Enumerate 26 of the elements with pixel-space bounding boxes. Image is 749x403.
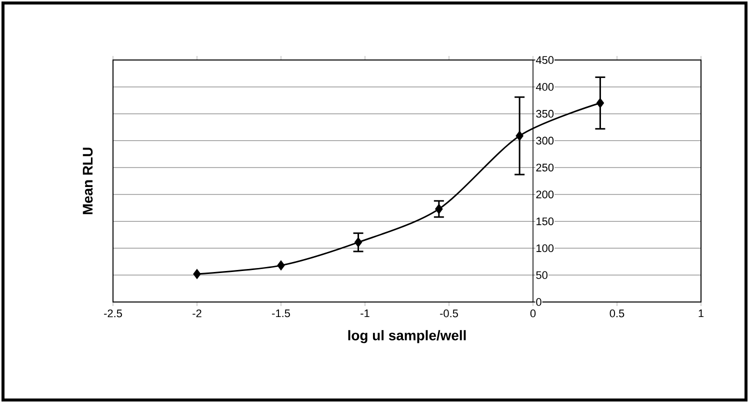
- y-tick-label: 350: [536, 110, 554, 118]
- y-tick-label: 150: [536, 217, 554, 226]
- x-tick-label: -0.5: [440, 310, 458, 318]
- x-axis-title: log ul sample/well: [348, 330, 466, 344]
- x-tick-label: -1: [360, 310, 370, 318]
- y-tick-label: 250: [536, 164, 554, 172]
- y-tick-label: 300: [536, 136, 554, 145]
- y-tick-label: 200: [536, 190, 554, 198]
- point: [277, 260, 285, 270]
- y-axis-title: Mean RLU: [82, 148, 93, 214]
- y-tick-label: 100: [536, 244, 554, 252]
- point: [596, 98, 604, 108]
- y-tick-label: 50: [536, 271, 548, 279]
- y-tick-label: 450: [536, 56, 554, 64]
- y-tick-label: 400: [536, 83, 554, 91]
- point: [354, 238, 362, 248]
- y-tick-label: 0: [536, 298, 542, 306]
- x-tick-label: 0: [530, 310, 536, 318]
- point: [516, 131, 524, 141]
- x-tick-label: -1.5: [272, 310, 290, 318]
- x-tick-label: 0.5: [610, 310, 624, 318]
- x-tick-label: -2.5: [104, 310, 122, 318]
- point: [435, 204, 443, 214]
- x-tick-label: 1: [698, 310, 704, 318]
- point: [193, 269, 201, 279]
- x-tick-label: -2: [192, 310, 202, 318]
